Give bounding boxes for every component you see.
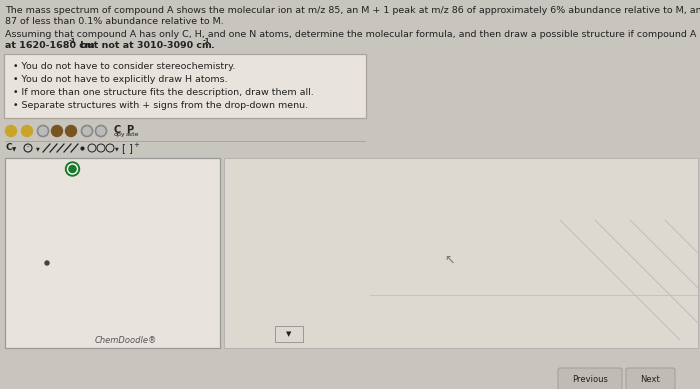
Text: C: C <box>6 143 13 152</box>
Text: Assuming that compound A has only C, H, and one N atoms, determine the molecular: Assuming that compound A has only C, H, … <box>5 30 700 39</box>
Text: +: + <box>133 142 139 148</box>
Bar <box>275 326 303 342</box>
FancyBboxPatch shape <box>558 368 622 389</box>
FancyBboxPatch shape <box>4 54 366 118</box>
Circle shape <box>6 126 17 137</box>
Circle shape <box>95 126 106 137</box>
Text: ▼: ▼ <box>115 146 119 151</box>
Text: • You do not have to consider stereochemistry.: • You do not have to consider stereochem… <box>13 62 235 71</box>
Circle shape <box>45 261 49 265</box>
Circle shape <box>81 126 92 137</box>
Text: P: P <box>126 125 133 135</box>
Text: • You do not have to explicitly draw H atoms.: • You do not have to explicitly draw H a… <box>13 75 228 84</box>
Text: but not at 3010-3090 cm: but not at 3010-3090 cm <box>77 41 211 50</box>
Bar <box>5 158 220 348</box>
Circle shape <box>52 126 62 137</box>
Text: ▼: ▼ <box>12 147 16 152</box>
Text: ▼: ▼ <box>36 146 40 151</box>
Text: [ ]: [ ] <box>122 143 133 153</box>
Text: • Separate structures with + signs from the drop-down menu.: • Separate structures with + signs from … <box>13 101 308 110</box>
Text: C: C <box>114 125 121 135</box>
Text: opy: opy <box>114 132 125 137</box>
Text: aste: aste <box>126 132 139 137</box>
Bar <box>224 158 698 348</box>
Text: •: • <box>27 146 29 150</box>
Text: Previous: Previous <box>572 375 608 384</box>
Circle shape <box>66 126 76 137</box>
FancyBboxPatch shape <box>626 368 675 389</box>
Text: ChemDoodle®: ChemDoodle® <box>94 336 157 345</box>
Text: at 1620-1680 cm: at 1620-1680 cm <box>5 41 95 50</box>
Text: The mass spectrum of compound A shows the molecular ion at m/z 85, an M + 1 peak: The mass spectrum of compound A shows th… <box>5 6 700 15</box>
Text: Next: Next <box>640 375 660 384</box>
Text: • If more than one structure fits the description, draw them all.: • If more than one structure fits the de… <box>13 88 314 97</box>
Text: -1: -1 <box>203 38 211 44</box>
Text: ▼: ▼ <box>286 331 292 337</box>
Text: ↖: ↖ <box>444 254 455 266</box>
Circle shape <box>22 126 32 137</box>
Text: -1: -1 <box>69 38 76 44</box>
Circle shape <box>38 126 48 137</box>
Text: 87 of less than 0.1% abundance relative to M.: 87 of less than 0.1% abundance relative … <box>5 17 224 26</box>
Circle shape <box>66 162 80 176</box>
Text: .: . <box>211 41 215 50</box>
